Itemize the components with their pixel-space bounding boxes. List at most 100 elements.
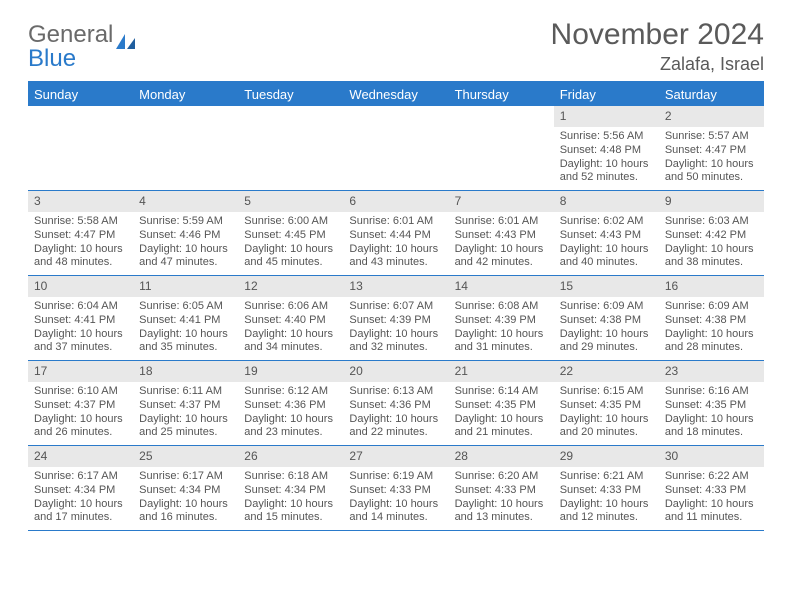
sunset-text: Sunset: 4:46 PM (139, 229, 232, 243)
daylight-text: Daylight: 10 hours and 34 minutes. (244, 328, 337, 356)
daylight-text: Daylight: 10 hours and 42 minutes. (455, 243, 548, 271)
day-number: 13 (343, 276, 448, 297)
week-row: 3Sunrise: 5:58 AMSunset: 4:47 PMDaylight… (28, 191, 764, 276)
day-number: 6 (343, 191, 448, 212)
calendar-grid: Sunday Monday Tuesday Wednesday Thursday… (28, 81, 764, 531)
day-cell: 18Sunrise: 6:11 AMSunset: 4:37 PMDayligh… (133, 361, 238, 445)
title-location: Zalafa, Israel (551, 54, 764, 75)
day-body: Sunrise: 6:02 AMSunset: 4:43 PMDaylight:… (554, 212, 659, 275)
dow-cell: Friday (554, 83, 659, 106)
day-body: Sunrise: 6:20 AMSunset: 4:33 PMDaylight:… (449, 467, 554, 530)
day-number: 23 (659, 361, 764, 382)
daylight-text: Daylight: 10 hours and 29 minutes. (560, 328, 653, 356)
sunrise-text: Sunrise: 6:09 AM (665, 300, 758, 314)
sunset-text: Sunset: 4:33 PM (455, 484, 548, 498)
daylight-text: Daylight: 10 hours and 16 minutes. (139, 498, 232, 526)
sunset-text: Sunset: 4:33 PM (349, 484, 442, 498)
day-body: Sunrise: 6:12 AMSunset: 4:36 PMDaylight:… (238, 382, 343, 445)
daylight-text: Daylight: 10 hours and 50 minutes. (665, 158, 758, 186)
day-number: 29 (554, 446, 659, 467)
day-cell (28, 106, 133, 190)
day-body (28, 112, 133, 120)
day-number: 25 (133, 446, 238, 467)
day-body: Sunrise: 6:09 AMSunset: 4:38 PMDaylight:… (659, 297, 764, 360)
day-cell: 29Sunrise: 6:21 AMSunset: 4:33 PMDayligh… (554, 446, 659, 530)
sunset-text: Sunset: 4:39 PM (349, 314, 442, 328)
day-cell: 16Sunrise: 6:09 AMSunset: 4:38 PMDayligh… (659, 276, 764, 360)
day-cell: 10Sunrise: 6:04 AMSunset: 4:41 PMDayligh… (28, 276, 133, 360)
daylight-text: Daylight: 10 hours and 11 minutes. (665, 498, 758, 526)
daylight-text: Daylight: 10 hours and 52 minutes. (560, 158, 653, 186)
day-cell: 7Sunrise: 6:01 AMSunset: 4:43 PMDaylight… (449, 191, 554, 275)
sunrise-text: Sunrise: 6:03 AM (665, 215, 758, 229)
day-body: Sunrise: 6:17 AMSunset: 4:34 PMDaylight:… (133, 467, 238, 530)
sunset-text: Sunset: 4:33 PM (560, 484, 653, 498)
sunset-text: Sunset: 4:38 PM (665, 314, 758, 328)
day-cell: 8Sunrise: 6:02 AMSunset: 4:43 PMDaylight… (554, 191, 659, 275)
day-body: Sunrise: 6:22 AMSunset: 4:33 PMDaylight:… (659, 467, 764, 530)
brand-logo: GeneralBlue (28, 23, 136, 71)
sunset-text: Sunset: 4:38 PM (560, 314, 653, 328)
day-number: 4 (133, 191, 238, 212)
sunset-text: Sunset: 4:39 PM (455, 314, 548, 328)
sunset-text: Sunset: 4:43 PM (455, 229, 548, 243)
day-number: 15 (554, 276, 659, 297)
sunrise-text: Sunrise: 6:04 AM (34, 300, 127, 314)
day-number: 1 (554, 106, 659, 127)
page-header: GeneralBlue November 2024 Zalafa, Israel (28, 18, 764, 75)
sunset-text: Sunset: 4:43 PM (560, 229, 653, 243)
daylight-text: Daylight: 10 hours and 20 minutes. (560, 413, 653, 441)
sunset-text: Sunset: 4:34 PM (34, 484, 127, 498)
dow-cell: Wednesday (343, 83, 448, 106)
day-number: 2 (659, 106, 764, 127)
daylight-text: Daylight: 10 hours and 22 minutes. (349, 413, 442, 441)
day-number: 22 (554, 361, 659, 382)
daylight-text: Daylight: 10 hours and 45 minutes. (244, 243, 337, 271)
day-number: 14 (449, 276, 554, 297)
daylight-text: Daylight: 10 hours and 26 minutes. (34, 413, 127, 441)
day-body: Sunrise: 6:07 AMSunset: 4:39 PMDaylight:… (343, 297, 448, 360)
sunrise-text: Sunrise: 6:05 AM (139, 300, 232, 314)
daylight-text: Daylight: 10 hours and 15 minutes. (244, 498, 337, 526)
day-body: Sunrise: 6:00 AMSunset: 4:45 PMDaylight:… (238, 212, 343, 275)
sunset-text: Sunset: 4:36 PM (349, 399, 442, 413)
day-number: 11 (133, 276, 238, 297)
daylight-text: Daylight: 10 hours and 32 minutes. (349, 328, 442, 356)
day-body: Sunrise: 6:04 AMSunset: 4:41 PMDaylight:… (28, 297, 133, 360)
sunset-text: Sunset: 4:37 PM (34, 399, 127, 413)
dow-cell: Tuesday (238, 83, 343, 106)
daylight-text: Daylight: 10 hours and 31 minutes. (455, 328, 548, 356)
day-body: Sunrise: 6:01 AMSunset: 4:43 PMDaylight:… (449, 212, 554, 275)
day-cell: 15 Sunrise: 6:09 AMSunset: 4:38 PMDayligh… (554, 276, 659, 360)
sunrise-text: Sunrise: 6:19 AM (349, 470, 442, 484)
day-number: 3 (28, 191, 133, 212)
day-number: 16 (659, 276, 764, 297)
sunset-text: Sunset: 4:35 PM (665, 399, 758, 413)
title-block: November 2024 Zalafa, Israel (551, 18, 764, 75)
sunrise-text: Sunrise: 6:16 AM (665, 385, 758, 399)
week-row: 17Sunrise: 6:10 AMSunset: 4:37 PMDayligh… (28, 361, 764, 446)
dow-cell: Saturday (659, 83, 764, 106)
day-number: 28 (449, 446, 554, 467)
sunrise-text: Sunrise: 6:10 AM (34, 385, 127, 399)
day-cell: 26Sunrise: 6:18 AMSunset: 4:34 PMDayligh… (238, 446, 343, 530)
sunset-text: Sunset: 4:47 PM (665, 144, 758, 158)
day-number: 30 (659, 446, 764, 467)
sunrise-text: Sunrise: 6:13 AM (349, 385, 442, 399)
day-cell: 23Sunrise: 6:16 AMSunset: 4:35 PMDayligh… (659, 361, 764, 445)
week-row: 24Sunrise: 6:17 AMSunset: 4:34 PMDayligh… (28, 446, 764, 531)
weeks-container: 1Sunrise: 5:56 AMSunset: 4:48 PMDaylight… (28, 106, 764, 531)
daylight-text: Daylight: 10 hours and 23 minutes. (244, 413, 337, 441)
day-body: Sunrise: 6:17 AMSunset: 4:34 PMDaylight:… (28, 467, 133, 530)
sunset-text: Sunset: 4:33 PM (665, 484, 758, 498)
daylight-text: Daylight: 10 hours and 48 minutes. (34, 243, 127, 271)
sunrise-text: Sunrise: 6:11 AM (139, 385, 232, 399)
sunrise-text: Sunrise: 6:09 AM (560, 300, 653, 314)
sunset-text: Sunset: 4:34 PM (139, 484, 232, 498)
day-cell (449, 106, 554, 190)
brand-word-1: General (28, 23, 113, 47)
sunset-text: Sunset: 4:41 PM (34, 314, 127, 328)
day-cell (238, 106, 343, 190)
daylight-text: Daylight: 10 hours and 37 minutes. (34, 328, 127, 356)
sunrise-text: Sunrise: 6:12 AM (244, 385, 337, 399)
